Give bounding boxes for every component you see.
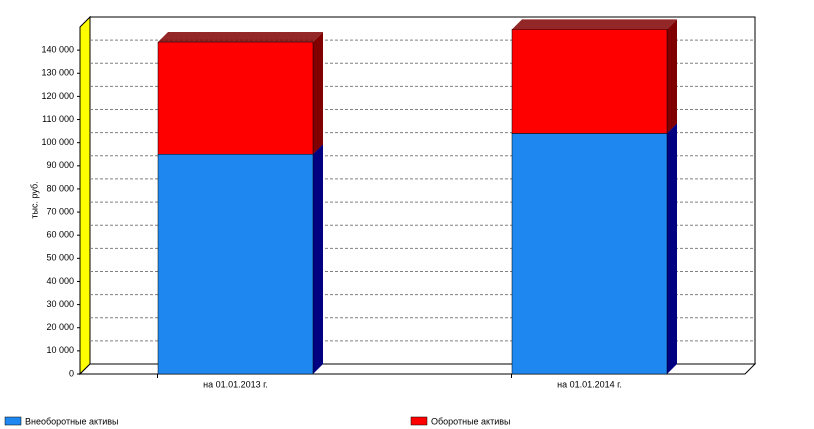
y-tick-label: 60 000 <box>46 230 74 240</box>
y-tick-label: 80 000 <box>46 183 74 193</box>
bar <box>157 153 314 375</box>
bar-top <box>158 32 323 43</box>
bar <box>511 133 668 375</box>
y-tick-label: 20 000 <box>46 322 74 332</box>
x-tick-label: на 01.01.2014 г. <box>557 379 622 389</box>
y-tick-label: 0 <box>69 368 74 378</box>
y-tick-label: 110 000 <box>42 114 74 124</box>
bar <box>511 29 668 134</box>
y-tick-label: 10 000 <box>46 345 74 355</box>
bars <box>157 19 677 375</box>
y-tick-label: 70 000 <box>46 206 74 216</box>
legend-label: Оборотные активы <box>431 416 510 426</box>
y-tick-label: 130 000 <box>41 68 74 78</box>
y-tick-label: 30 000 <box>46 299 74 309</box>
x-tick-label: на 01.01.2013 г. <box>203 379 268 389</box>
bar-top <box>512 19 677 30</box>
legend-label: Внеоборотные активы <box>25 416 118 426</box>
y-tick-label: 120 000 <box>41 91 74 101</box>
legend-swatch <box>410 416 428 426</box>
bar <box>157 41 314 155</box>
bar-side <box>313 144 323 374</box>
bar-side <box>313 32 323 155</box>
y-tick-label: 140 000 <box>41 45 74 55</box>
y-tick-label: 100 000 <box>41 137 74 147</box>
bar-side <box>667 19 677 134</box>
y-tick-label: 90 000 <box>46 160 74 170</box>
y-tick-label: 50 000 <box>46 253 74 263</box>
y-axis-label: тыс. руб. <box>29 181 39 218</box>
side-wall <box>79 15 91 376</box>
y-tick-label: 40 000 <box>46 276 74 286</box>
legend-swatch <box>4 416 22 426</box>
bar-side <box>667 123 677 374</box>
